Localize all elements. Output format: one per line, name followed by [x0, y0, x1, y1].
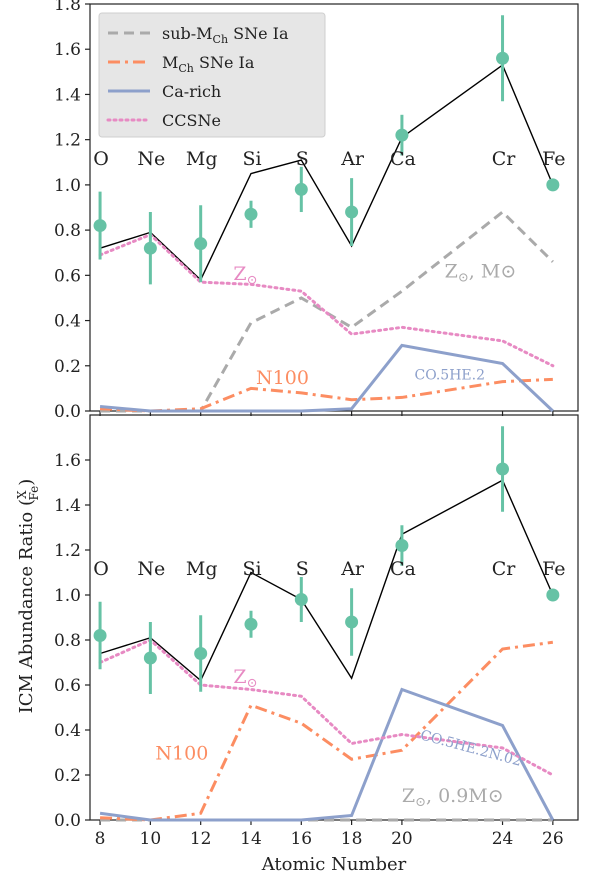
legend-label: Ca-rich — [162, 82, 221, 101]
data-point — [143, 241, 157, 255]
y-tick-label: 0.8 — [54, 221, 81, 241]
element-label: Si — [242, 558, 261, 580]
element-label: Cr — [492, 148, 517, 170]
y-tick-label: 0.6 — [54, 266, 81, 286]
element-label: Fe — [542, 558, 565, 580]
element-label: O — [93, 148, 109, 170]
data-point — [194, 647, 208, 660]
annotation: Z⊙ — [233, 263, 257, 288]
annotation: Z⊙, M⊙ — [445, 261, 517, 286]
series-line-ccsne — [98, 232, 555, 368]
legend-label: sub-MCh SNe Ia — [162, 24, 289, 46]
element-label: S — [296, 148, 309, 170]
element-label: Mg — [186, 558, 218, 580]
data-point — [294, 593, 308, 606]
data-point — [345, 205, 359, 219]
legend-label: MCh SNe Ia — [162, 53, 255, 75]
element-label: Ar — [340, 558, 365, 580]
x-tick-label: 12 — [190, 829, 212, 849]
bottom-panel: 0.0 0.2 0.4 0.6 0.8 1.0 1.2 1.4 1.6 8 10 12 14 16 18 20… — [54, 414, 579, 849]
y-tick-label: 1.4 — [54, 85, 81, 105]
x-tick-label: 26 — [542, 829, 564, 849]
y-tick-label: 0.0 — [54, 811, 81, 831]
y-tick-label: 1.6 — [54, 40, 81, 60]
data-point — [546, 178, 560, 192]
y-tick-label: 1.8 — [54, 0, 81, 15]
y-tick-label: 1.6 — [54, 451, 81, 471]
element-label: O — [93, 558, 109, 580]
element-label: Mg — [186, 148, 218, 170]
y-tick-label: 0.6 — [54, 676, 81, 696]
data-point — [496, 51, 510, 65]
top-panel: 0.0 0.2 0.4 0.6 0.8 1.0 1.2 1.4 1.6 1.8 O Ne Mg Si S Ar… — [54, 0, 579, 422]
x-tick-label: 10 — [140, 829, 162, 849]
legend-label: CCSNe — [162, 111, 221, 130]
element-label: Fe — [542, 148, 565, 170]
series-line-total — [99, 479, 554, 682]
annotation: CO.5HE.2 — [414, 367, 485, 383]
element-label: Ca — [390, 558, 416, 580]
data-point — [395, 539, 409, 552]
element-label: Ar — [340, 148, 365, 170]
data-point — [194, 237, 208, 251]
y-tick-label: 0.2 — [54, 357, 81, 377]
series-line-mch — [99, 640, 554, 822]
element-label: Si — [242, 148, 261, 170]
x-tick-label: 20 — [391, 829, 413, 849]
y-tick-label: 1.0 — [54, 586, 81, 606]
y-tick-label: 1.4 — [54, 496, 81, 516]
data-point — [496, 462, 510, 476]
x-tick-label: 18 — [341, 829, 363, 849]
series-line-ccsne — [98, 638, 555, 777]
data-point — [244, 207, 258, 221]
y-tick-label: 0.8 — [54, 631, 81, 651]
annotation: Z⊙, 0.9M⊙ — [402, 785, 504, 810]
element-label: Ne — [137, 148, 165, 170]
y-tick-label: 0.4 — [54, 312, 81, 332]
y-tick-label: 1.2 — [54, 131, 81, 151]
data-point — [244, 617, 258, 631]
y-tick-label: 0.4 — [54, 721, 81, 741]
data-point — [143, 651, 157, 665]
y-tick-label: 1.2 — [54, 541, 81, 561]
x-tick-label: 14 — [240, 829, 262, 849]
y-axis-label: ICM Abundance Ratio (XFe) — [15, 479, 41, 714]
element-label: Ne — [137, 558, 165, 580]
y-tick-label: 0.2 — [54, 766, 81, 786]
legend-box — [98, 12, 326, 138]
y-tick-label: 0.0 — [54, 402, 81, 422]
data-point — [345, 615, 359, 629]
x-tick-label: 16 — [290, 829, 312, 849]
data-point — [93, 629, 107, 642]
series-line-ca_rich — [99, 687, 555, 822]
element-label: S — [296, 558, 309, 580]
legend: sub-MCh SNe Ia MCh SNe Ia Ca-rich CCSNe — [98, 12, 326, 138]
series-line-ca_rich — [99, 343, 554, 413]
x-tick-label: 8 — [95, 829, 106, 849]
element-label: Cr — [492, 558, 517, 580]
data-point — [93, 219, 107, 233]
data-point — [395, 128, 409, 142]
data-point — [294, 182, 308, 196]
annotation: N100 — [155, 742, 208, 764]
x-tick-label: 24 — [492, 829, 514, 849]
series-line-total — [99, 63, 554, 282]
y-tick-label: 1.0 — [54, 176, 81, 196]
x-axis-label: Atomic Number — [261, 854, 407, 875]
annotation: N100 — [256, 367, 309, 389]
annotation: Z⊙ — [233, 666, 257, 691]
data-point — [546, 588, 560, 602]
element-label: Ca — [390, 148, 416, 170]
series-line-mch — [99, 377, 553, 413]
